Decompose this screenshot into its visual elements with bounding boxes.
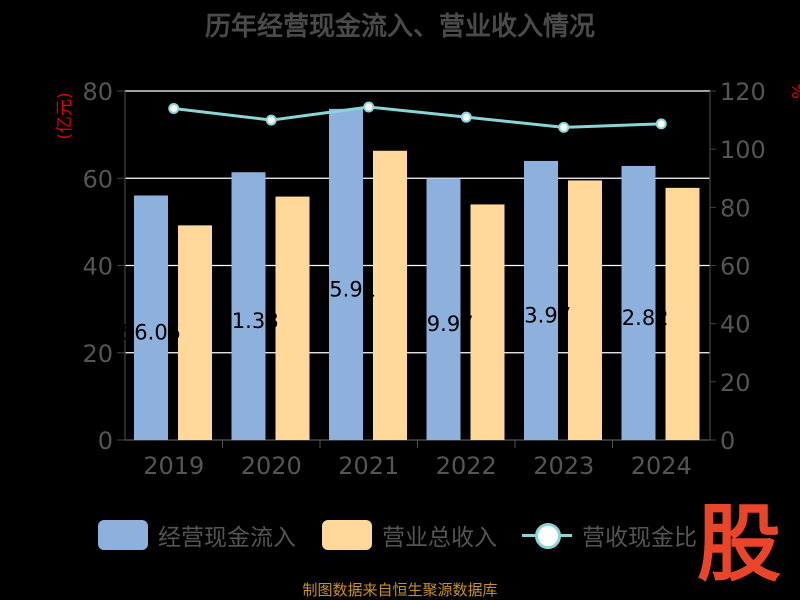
x-tick-label: 2020 (241, 452, 302, 480)
bar-inflow-2024 (621, 165, 656, 440)
y-right-tick-label: 60 (720, 253, 751, 281)
bar-revenue-2024 (665, 187, 700, 440)
legend-swatch-ratio (522, 520, 572, 550)
bar-revenue-2021 (373, 150, 407, 441)
y-left-tick-label: 80 (82, 78, 113, 106)
x-tick-label: 2022 (436, 452, 497, 480)
bar-label-inflow-2023: 63.97 (511, 303, 571, 327)
legend-label-ratio: 营收现金比 (582, 525, 697, 551)
bar-revenue-2020 (275, 196, 310, 440)
y-right-tick-label: 120 (720, 78, 766, 106)
bar-revenue-2022 (470, 204, 505, 440)
bar-inflow-2019 (134, 195, 168, 440)
legend-swatch-inflow (98, 520, 148, 550)
y-left-tick-label: 40 (82, 253, 113, 281)
legend-label-inflow: 经营现金流入 (158, 525, 296, 551)
ratio-point-2021 (363, 101, 375, 113)
brand-logo-text: 股 (696, 495, 781, 593)
x-tick-label: 2023 (533, 452, 594, 480)
chart-title: 历年经营现金流入、营业收入情况 (204, 12, 595, 42)
x-tick-label: 2024 (631, 452, 692, 480)
ratio-point-2020 (265, 114, 277, 126)
bar-label-inflow-2021: 75.91 (316, 277, 376, 301)
y-right-tick-label: 20 (720, 369, 751, 397)
y-right-tick-label: 40 (720, 311, 751, 339)
legend-item-revenue[interactable]: 营业总收入 (322, 515, 497, 555)
ratio-point-2024 (655, 118, 667, 130)
ratio-point-2019 (168, 102, 180, 114)
legend-swatch-revenue (322, 520, 372, 550)
ratio-point-2022 (460, 111, 472, 123)
x-tick-label: 2021 (338, 452, 399, 480)
y-right-tick-label: 0 (720, 427, 735, 455)
bar-inflow-2023 (524, 160, 558, 440)
y-left-tick-label: 0 (98, 427, 113, 455)
y-right-tick-label: 100 (720, 136, 766, 164)
footer-source: 制图数据来自恒生聚源数据库 (302, 581, 498, 599)
bar-label-inflow-2024: 62.82 (608, 306, 668, 330)
bar-label-inflow-2019: 56.05 (121, 321, 181, 345)
y-right-tick-label: 80 (720, 194, 751, 222)
bar-revenue-2019 (178, 225, 212, 440)
y-right-axis-label: % (787, 83, 800, 99)
y-left-axis-label: (亿元) (55, 92, 75, 139)
legend-label-revenue: 营业总收入 (382, 525, 497, 551)
bar-label-inflow-2022: 59.97 (413, 312, 473, 336)
legend-item-inflow[interactable]: 经营现金流入 (98, 515, 296, 555)
bar-revenue-2023 (568, 180, 602, 440)
bar-inflow-2022 (426, 178, 461, 441)
legend: 经营现金流入 营业总收入 营收现金比 (0, 515, 800, 555)
bar-label-inflow-2020: 61.38 (218, 309, 278, 333)
legend-item-ratio[interactable]: 营收现金比 (522, 515, 697, 555)
bar-inflow-2021 (329, 108, 363, 441)
brand-logo: 股 (693, 498, 785, 590)
ratio-point-2023 (558, 121, 570, 133)
y-left-tick-label: 20 (82, 340, 113, 368)
ratio-line (173, 105, 662, 129)
y-left-tick-label: 60 (82, 165, 113, 193)
bar-inflow-2020 (231, 172, 266, 441)
x-tick-label: 2019 (143, 452, 204, 480)
